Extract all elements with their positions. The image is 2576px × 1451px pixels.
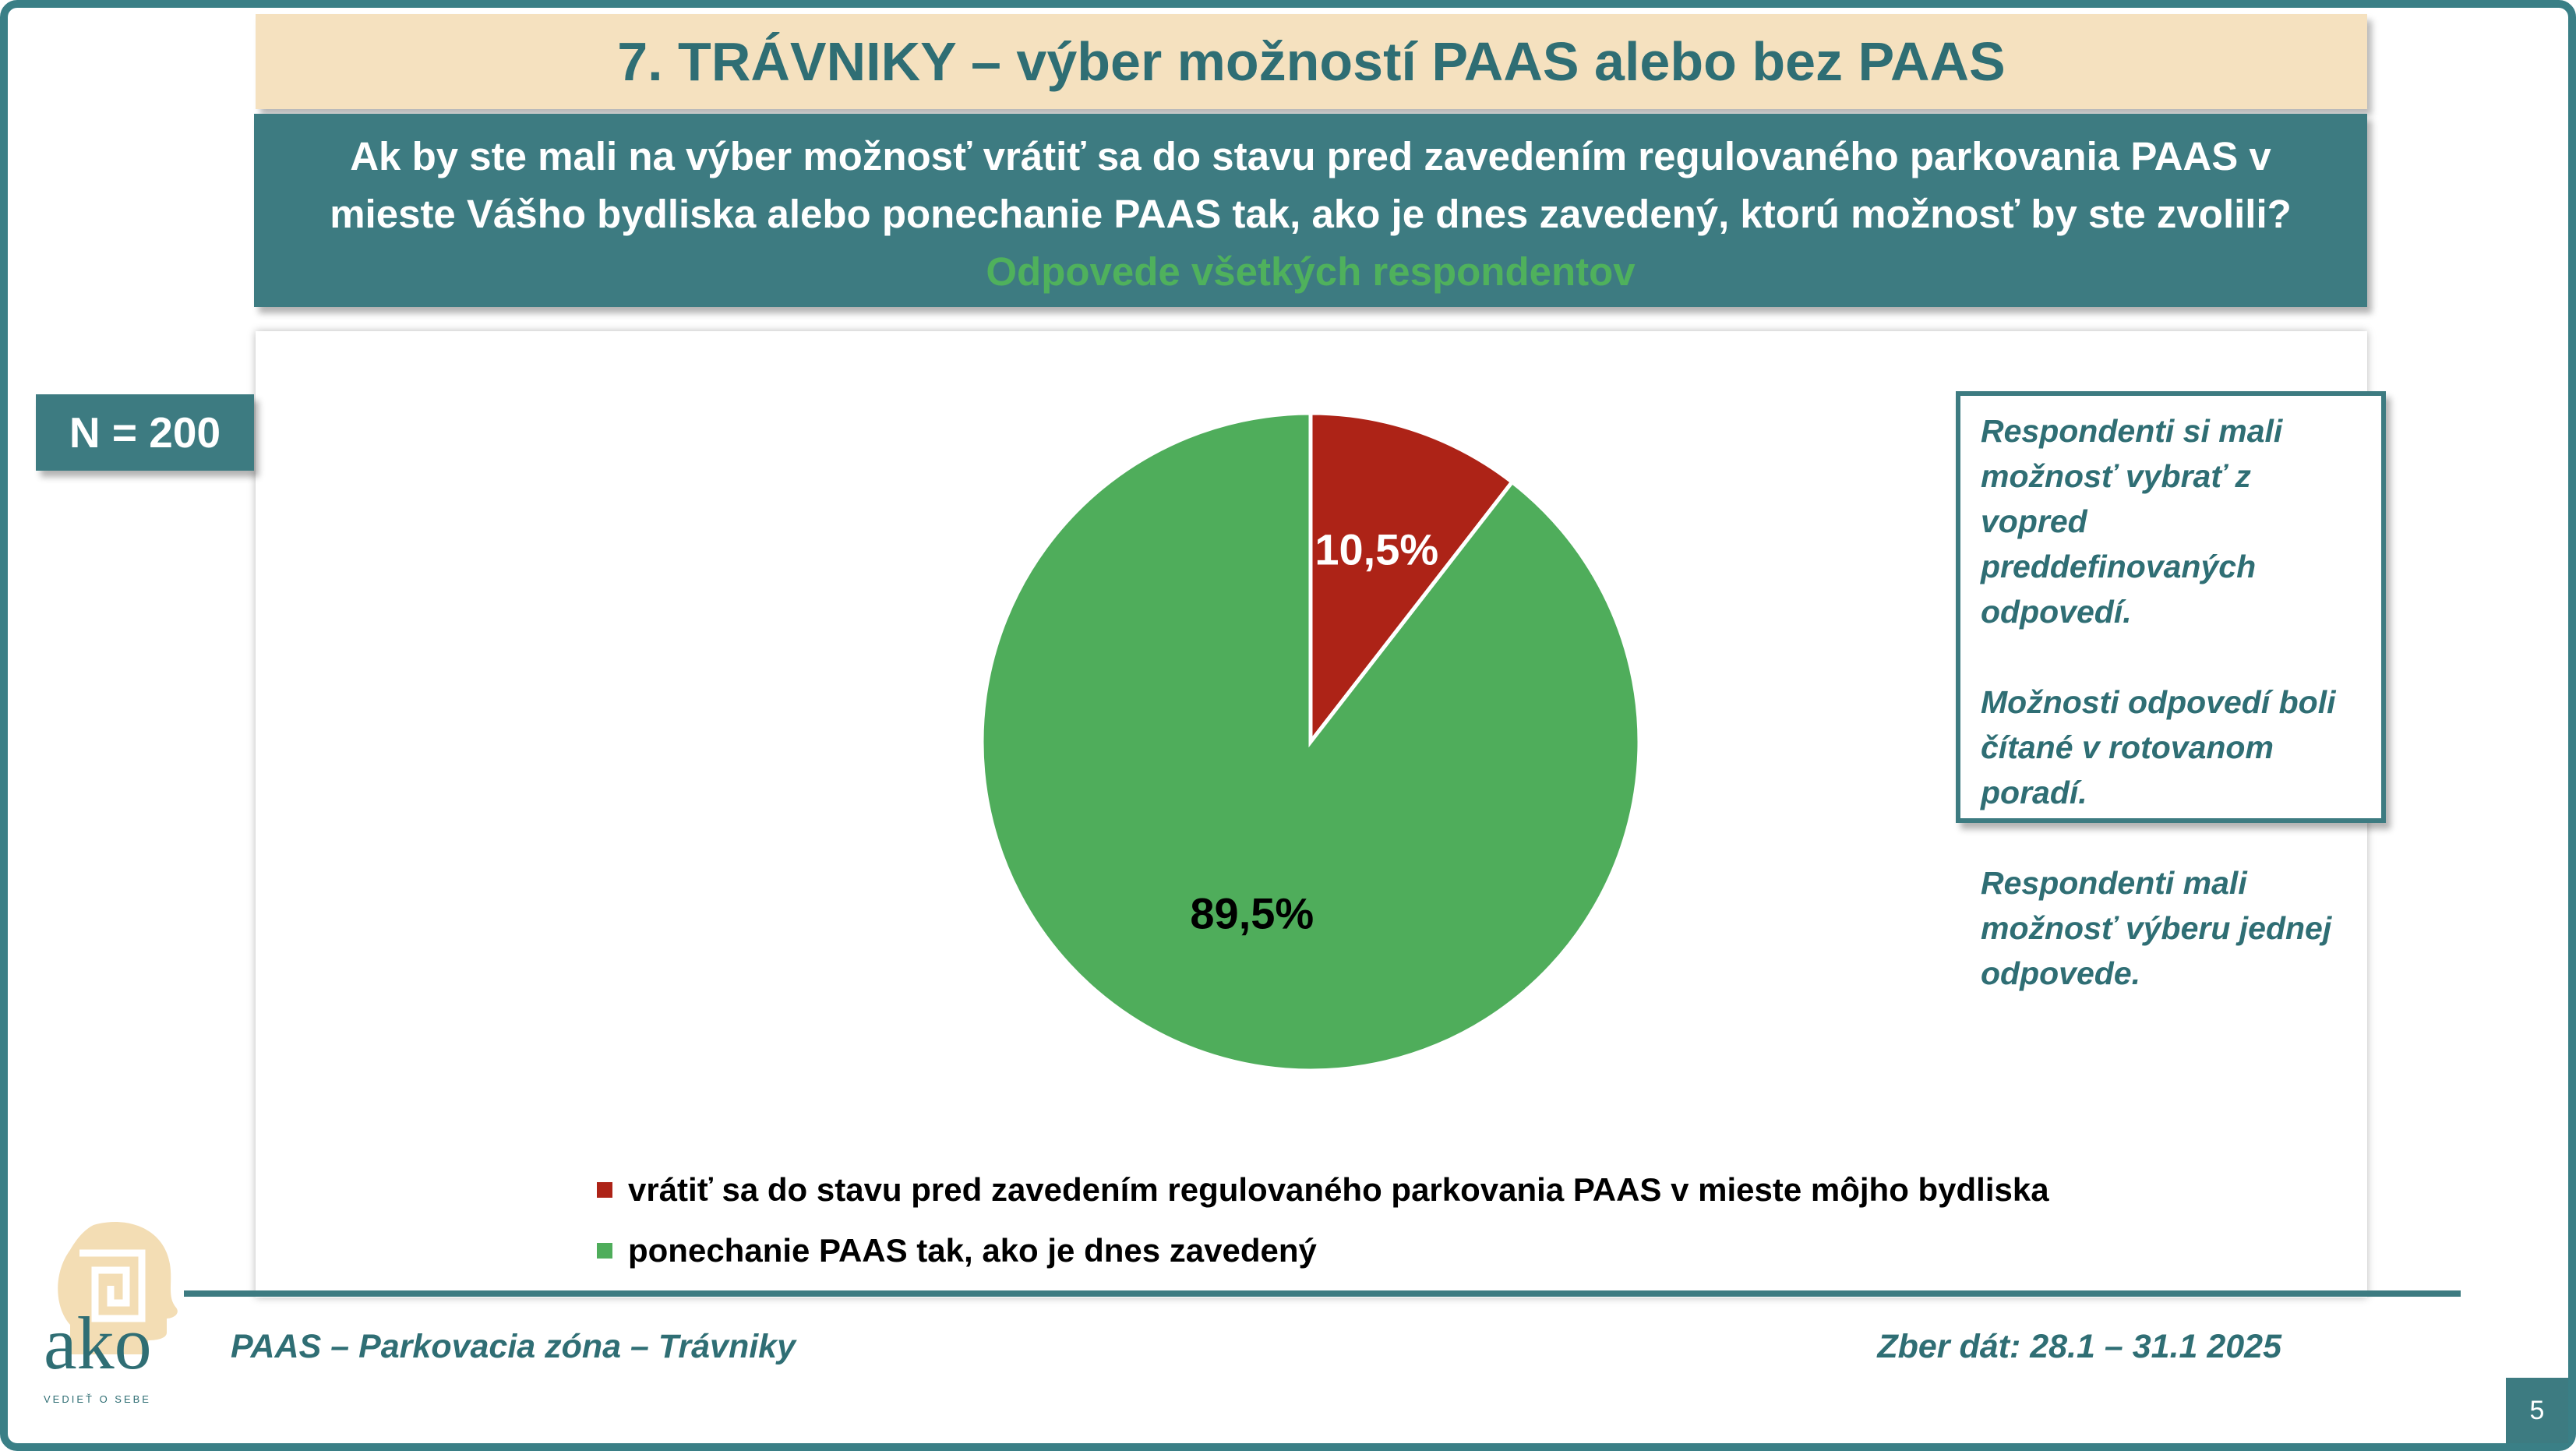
legend-swatch-keep xyxy=(597,1243,612,1259)
legend-label-return: vrátiť sa do stavu pred zavedením regulo… xyxy=(628,1171,2049,1208)
pie-slice-return xyxy=(1308,411,1516,748)
note-paragraph-3: Respondenti mali možnosť výberu jednej o… xyxy=(1981,865,2332,991)
methodology-note: Respondenti si mali možnosť vybrať z vop… xyxy=(1956,391,2386,991)
legend-swatch-return xyxy=(597,1182,612,1198)
pie-slice-keep xyxy=(979,411,1642,1073)
slide-title: 7. TRÁVNIKY – výber možností PAAS alebo … xyxy=(256,14,2367,109)
legend-item-return: vrátiť sa do stavu pred zavedením regulo… xyxy=(597,1160,2049,1220)
sample-size-badge: N = 200 xyxy=(36,394,254,471)
question-line-2: mieste Vášho bydliska alebo ponechanie P… xyxy=(330,192,2292,236)
question-box: Ak by ste mali na výber možnosť vrátiť s… xyxy=(254,114,2367,307)
question-line-1: Ak by ste mali na výber možnosť vrátiť s… xyxy=(350,134,2271,178)
question-subtitle: Odpovede všetkých respondentov xyxy=(986,249,1636,294)
sample-size-text: N = 200 xyxy=(69,408,221,457)
legend-item-keep: ponechanie PAAS tak, ako je dnes zaveden… xyxy=(597,1220,2049,1281)
footer-divider xyxy=(184,1290,2461,1297)
footer-date-range: Zber dát: 28.1 – 31.1 2025 xyxy=(1877,1328,2281,1365)
note-paragraph-2: Možnosti odpovedí boli čítané v rotovano… xyxy=(1981,684,2336,810)
pie-label-return: 10,5% xyxy=(1314,524,1438,574)
page-number-text: 5 xyxy=(2529,1395,2545,1425)
footer-project: PAAS – Parkovacia zóna – Trávniky xyxy=(231,1328,796,1365)
page-number: 5 xyxy=(2506,1378,2568,1443)
logo-tagline: VEDIEŤ O SEBE xyxy=(44,1393,151,1405)
legend-label-keep: ponechanie PAAS tak, ako je dnes zaveden… xyxy=(628,1232,1317,1269)
pie-label-keep: 89,5% xyxy=(1190,889,1314,938)
ako-logo-icon xyxy=(58,1221,178,1354)
logo-wordmark: ako xyxy=(44,1301,152,1385)
slide-title-text: 7. TRÁVNIKY – výber možností PAAS alebo … xyxy=(617,31,2006,92)
note-paragraph-1: Respondenti si mali možnosť vybrať z vop… xyxy=(1981,413,2283,630)
chart-legend: vrátiť sa do stavu pred zavedením regulo… xyxy=(597,1160,2049,1281)
